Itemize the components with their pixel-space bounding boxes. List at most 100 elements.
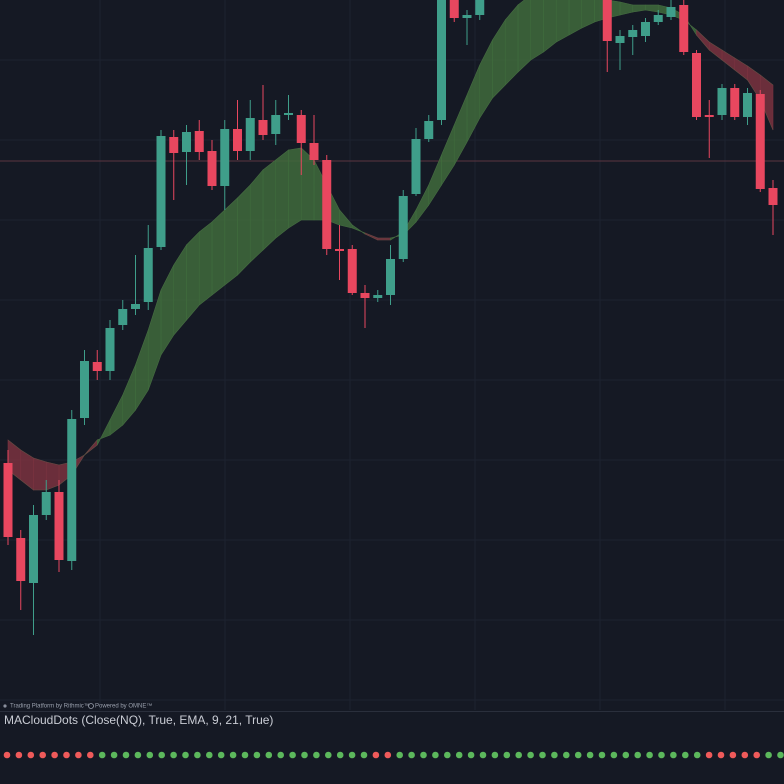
candle-body bbox=[424, 121, 434, 139]
signal-dot bbox=[765, 751, 772, 759]
signal-dot bbox=[515, 751, 522, 759]
candle-body bbox=[653, 15, 663, 22]
cloud-segment bbox=[20, 449, 34, 491]
signal-dot bbox=[646, 751, 653, 759]
cloud-segment bbox=[122, 364, 136, 426]
cloud-segment bbox=[262, 159, 277, 251]
candle-body bbox=[131, 304, 140, 309]
ema-slow-line bbox=[7, 9, 774, 466]
candle-body bbox=[373, 295, 383, 298]
candle-body bbox=[692, 53, 701, 117]
signal-dot bbox=[574, 751, 582, 759]
ema-fast-line bbox=[7, 0, 774, 491]
candle-body bbox=[220, 129, 230, 186]
cloud-segment bbox=[453, 94, 468, 167]
watermark: Powered by OMNE™ bbox=[95, 703, 152, 710]
signal-dot bbox=[217, 751, 225, 759]
signal-dot bbox=[622, 751, 630, 759]
candle-body bbox=[207, 151, 217, 186]
signal-dot bbox=[408, 751, 415, 759]
candles bbox=[3, 0, 778, 635]
signal-dot bbox=[241, 751, 249, 759]
candle-body bbox=[284, 113, 293, 115]
candle-body bbox=[105, 328, 115, 371]
cloud-segment bbox=[160, 264, 175, 357]
signal-dot bbox=[396, 751, 404, 759]
cloud-segment bbox=[517, 0, 532, 73]
cloud-segment bbox=[581, 0, 595, 29]
cloud-segment bbox=[479, 39, 493, 120]
signal-dot bbox=[432, 751, 439, 759]
candle-body bbox=[3, 463, 13, 537]
cloud-segment bbox=[708, 41, 723, 61]
signal-dot bbox=[63, 751, 70, 759]
candle-body bbox=[92, 362, 102, 371]
candle-body bbox=[347, 249, 357, 293]
candle-body bbox=[16, 538, 26, 581]
cloud-segment bbox=[224, 197, 238, 286]
signal-dot bbox=[777, 751, 784, 759]
signal-dot bbox=[134, 751, 142, 759]
signal-dot bbox=[39, 751, 46, 759]
candle-body bbox=[271, 115, 281, 134]
cloud-segment bbox=[619, 1, 634, 16]
signal-dot bbox=[360, 751, 368, 759]
candle-body bbox=[233, 129, 242, 151]
signal-dot bbox=[527, 751, 534, 759]
candle-body bbox=[29, 515, 38, 583]
candle-body bbox=[67, 419, 77, 561]
signal-dot bbox=[15, 751, 23, 759]
candle-body bbox=[80, 361, 89, 418]
candle-body bbox=[743, 93, 752, 117]
candle-body bbox=[386, 259, 395, 295]
signal-dot bbox=[51, 751, 58, 759]
cloud-segment bbox=[173, 243, 187, 336]
signal-dot bbox=[634, 751, 641, 759]
candle-body bbox=[768, 188, 778, 205]
signal-dot bbox=[277, 751, 285, 759]
cloud-segment bbox=[135, 329, 149, 412]
signal-dot bbox=[146, 751, 154, 759]
signal-dot bbox=[313, 751, 320, 759]
candle-body bbox=[398, 196, 408, 259]
cloud-segment bbox=[734, 57, 748, 81]
cloud-segment bbox=[249, 169, 264, 263]
signal-dot bbox=[206, 751, 213, 759]
cloud-segment bbox=[198, 221, 213, 306]
candle-body bbox=[730, 88, 740, 117]
candle-body bbox=[245, 118, 255, 151]
signal-dot bbox=[265, 751, 273, 759]
cloud-segment bbox=[530, 0, 544, 61]
cloud-segment bbox=[147, 289, 162, 391]
candle-body bbox=[118, 309, 128, 325]
candle-body bbox=[309, 143, 319, 160]
cloud-segment bbox=[543, 0, 557, 53]
signal-dot bbox=[455, 751, 463, 759]
signal-dot bbox=[384, 751, 392, 759]
logo-ring bbox=[88, 703, 94, 709]
signal-dot bbox=[693, 751, 701, 759]
signal-dot bbox=[194, 751, 201, 759]
candle-body bbox=[143, 248, 153, 302]
signal-dot bbox=[3, 751, 11, 759]
signal-dot bbox=[325, 751, 332, 759]
signal-dot bbox=[503, 751, 511, 759]
signal-dot bbox=[420, 751, 427, 759]
candle-body bbox=[41, 492, 51, 515]
signal-dot bbox=[444, 751, 451, 759]
cloud-segment bbox=[288, 147, 302, 229]
candle-body bbox=[475, 0, 485, 15]
signal-dot bbox=[182, 751, 189, 759]
cloud-segment bbox=[109, 394, 124, 436]
candle-body bbox=[335, 249, 344, 251]
candle-body bbox=[156, 136, 166, 247]
cloud-segment bbox=[721, 49, 736, 71]
signal-dot bbox=[729, 751, 737, 759]
signal-dot bbox=[658, 751, 665, 759]
signal-dot bbox=[98, 751, 106, 759]
cloud-segment bbox=[568, 0, 583, 36]
signal-dot bbox=[253, 751, 261, 759]
signal-dot bbox=[670, 751, 677, 759]
grid bbox=[0, 0, 784, 710]
